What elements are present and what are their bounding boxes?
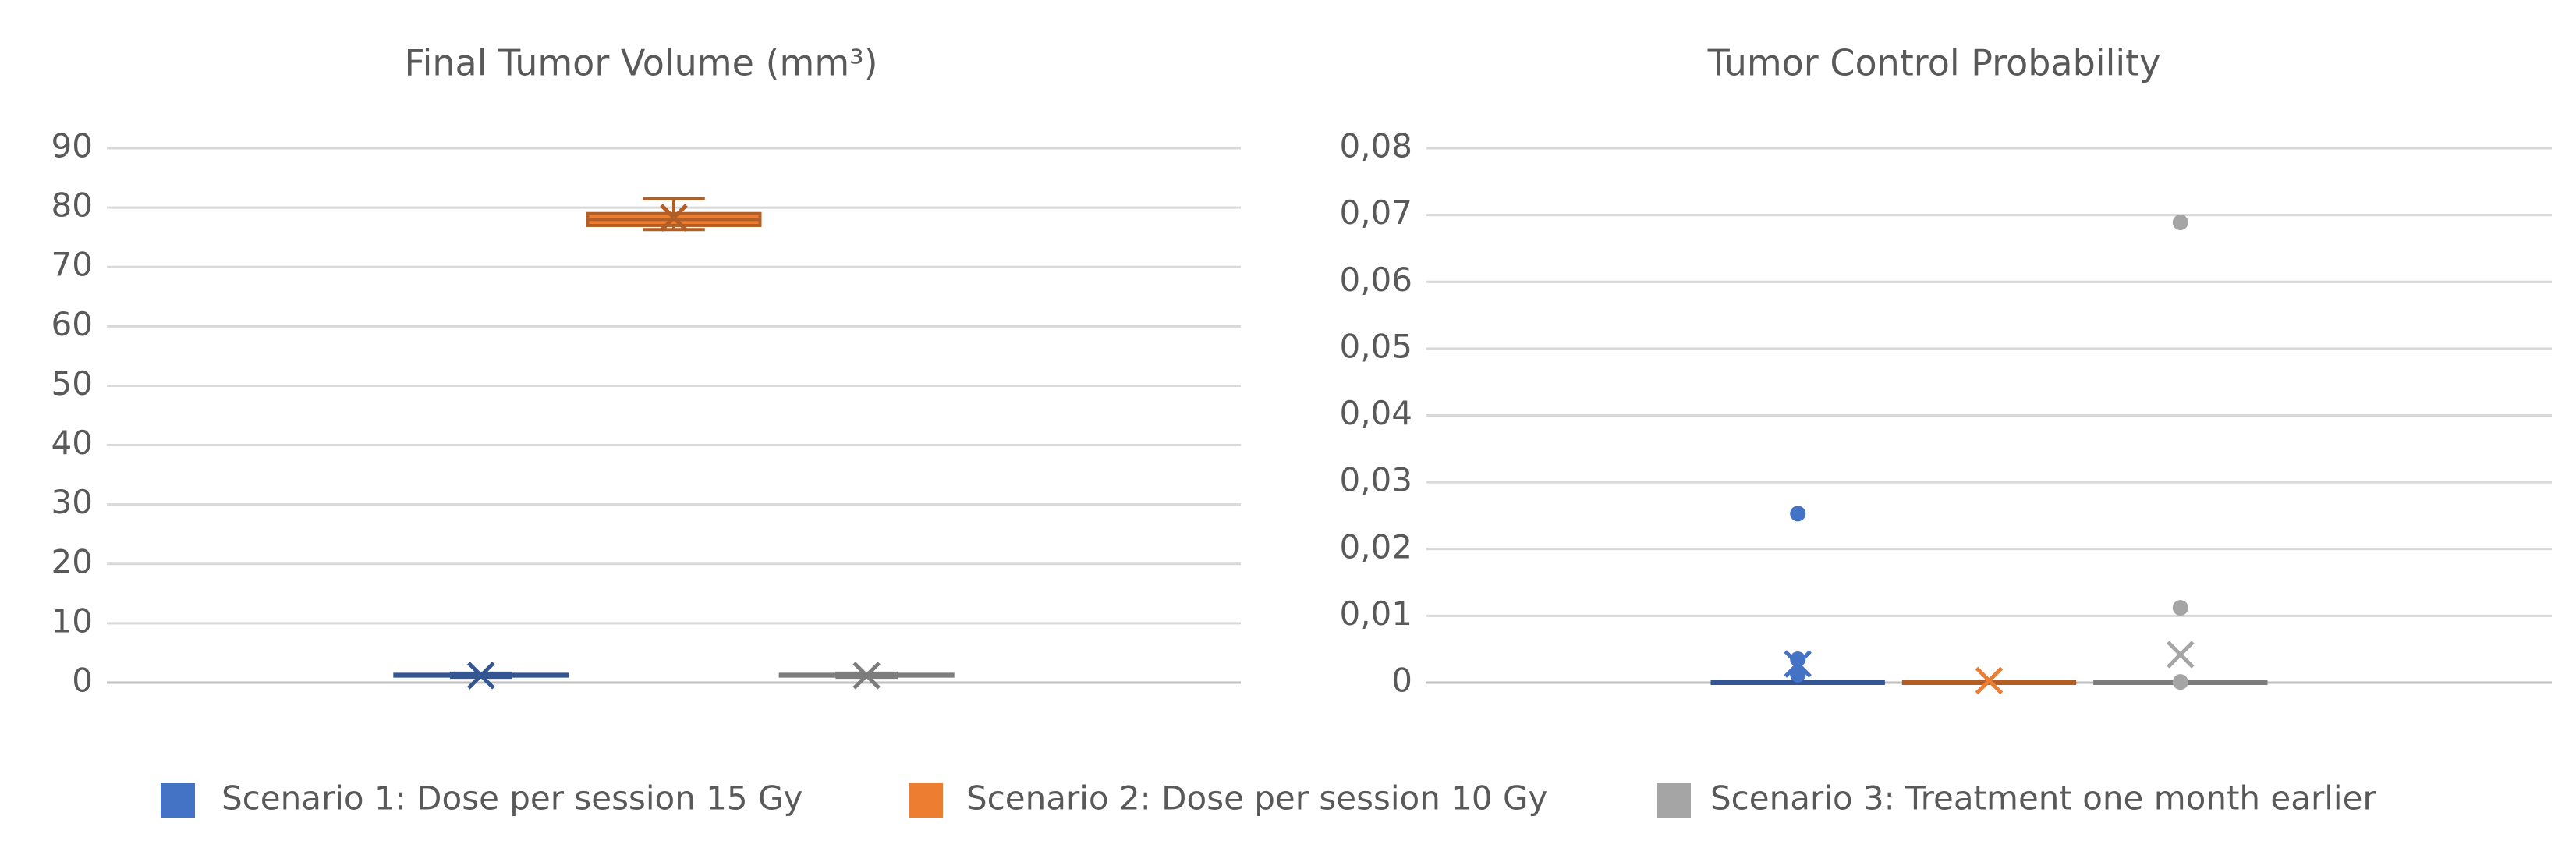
outlier: [1790, 506, 1806, 522]
y-tick-label: 0,04: [1339, 394, 1412, 432]
y-tick-label: 0,06: [1339, 261, 1412, 299]
y-tick-label: 0,03: [1339, 461, 1412, 499]
y-tick-label: 20: [51, 542, 93, 580]
y-tick-label: 0: [72, 662, 93, 700]
outlier: [1790, 651, 1806, 668]
chart-title: Final Tumor Volume (mm³): [404, 42, 877, 84]
whisker: [643, 197, 705, 214]
mean-marker: [2167, 641, 2195, 669]
chart-title: Tumor Control Probability: [1707, 42, 2161, 84]
y-tick-label: 90: [51, 127, 93, 165]
mean-marker: [660, 204, 688, 232]
outlier: [2172, 215, 2188, 231]
y-tick-label: 0,01: [1339, 594, 1412, 633]
y-tick-label: 30: [51, 483, 93, 521]
legend-swatch: [909, 783, 943, 818]
y-tick-label: 0,02: [1339, 527, 1412, 566]
y-tick-label: 60: [51, 305, 93, 343]
outlier: [2172, 600, 2188, 616]
y-tick-label: 0,07: [1339, 193, 1412, 232]
outlier: [2172, 674, 2188, 690]
outlier: [1790, 666, 1806, 683]
y-tick-label: 0: [1391, 662, 1412, 700]
mean-marker: [852, 662, 881, 690]
legend-label: Scenario 3: Treatment one month earlier: [1710, 779, 2376, 818]
legend-label: Scenario 1: Dose per session 15 Gy: [221, 779, 803, 818]
y-tick-label: 70: [51, 246, 93, 284]
y-tick-label: 0,05: [1339, 327, 1412, 365]
y-tick-label: 10: [51, 601, 93, 640]
legend-swatch: [161, 783, 195, 818]
mean-marker: [1975, 666, 2004, 695]
mean-marker: [467, 662, 495, 690]
y-tick-label: 0,08: [1339, 127, 1412, 165]
y-tick-label: 40: [51, 424, 93, 462]
y-tick-label: 80: [51, 186, 93, 225]
legend-swatch: [1657, 783, 1691, 818]
legend-label: Scenario 2: Dose per session 10 Gy: [966, 779, 1547, 818]
y-tick-label: 50: [51, 364, 93, 403]
